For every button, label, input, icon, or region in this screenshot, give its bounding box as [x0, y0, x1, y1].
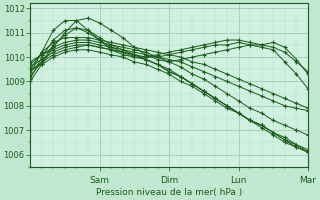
X-axis label: Pression niveau de la mer( hPa ): Pression niveau de la mer( hPa ): [96, 188, 242, 197]
